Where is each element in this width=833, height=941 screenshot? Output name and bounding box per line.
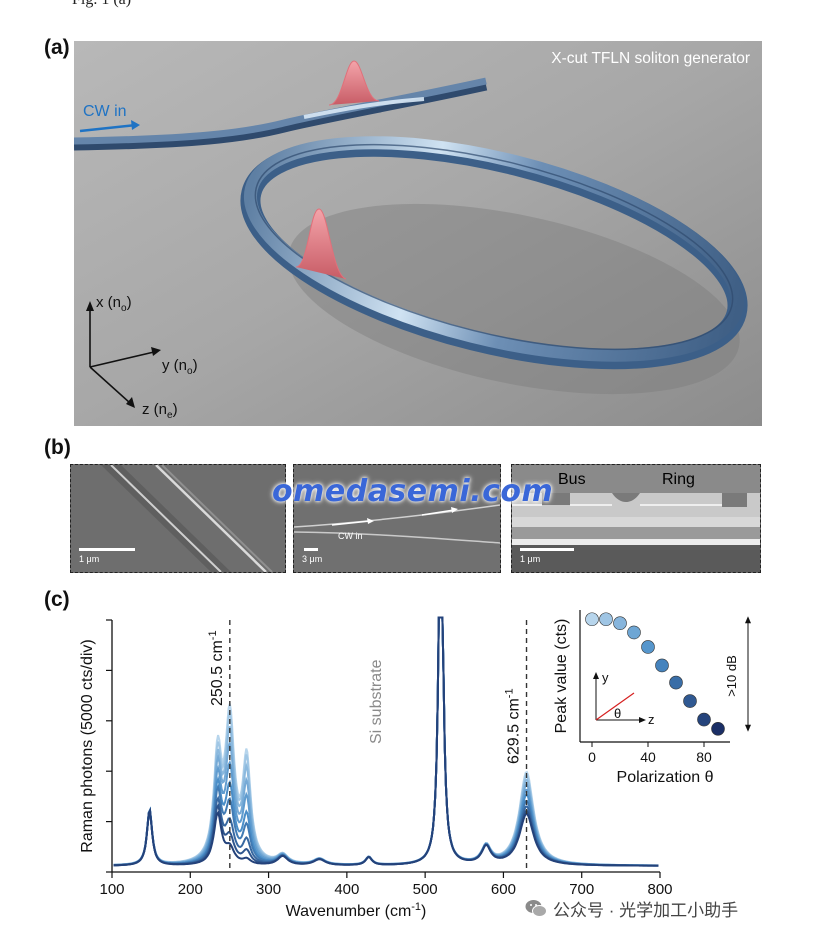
inset-theta-letter: θ [614, 706, 621, 721]
panel-a-title: X-cut TFLN soliton generator [551, 50, 750, 67]
scale-bar [520, 548, 574, 551]
scale-bar [304, 548, 318, 551]
chart-annotations: 250.5 cm-1 629.5 cm-1 Si substrate [207, 620, 528, 872]
spectrum-line-90 [113, 616, 659, 867]
sem-image-1: 1 μm [70, 464, 286, 573]
spectra-series [113, 616, 659, 867]
axis-x-label: x (no) [96, 294, 132, 314]
inset-point-0 [585, 612, 599, 627]
inset-axis-y-arrow [593, 672, 599, 679]
inset-point-20 [613, 616, 627, 631]
panel-c-label: (c) [44, 588, 70, 611]
sem3-bus-label: Bus [558, 471, 586, 488]
inset-x-tick-label: 0 [588, 749, 596, 765]
x-tick-label: 300 [256, 881, 281, 898]
inset-point-60 [669, 675, 683, 690]
sem3-scale-label: 1 μm [520, 554, 541, 564]
annotation-250: 250.5 cm-1 [207, 630, 226, 706]
panel-a-rendering: CW in X-cut TFLN soliton generator x (no… [74, 41, 762, 426]
x-tick-label: 800 [647, 881, 672, 898]
pulse-bus [328, 60, 380, 106]
inset-point-40 [641, 640, 655, 654]
inset-point-50 [655, 658, 669, 673]
axis-y-label: y (no) [162, 357, 198, 377]
panel-a-label: (a) [44, 36, 70, 59]
inset-point-70 [683, 694, 697, 708]
inset-z-letter: z [648, 712, 655, 727]
sem-image-2: CW in 3 μm [293, 464, 501, 573]
inset-axes: 0 40 80 Polarization θ Peak value (cts) y z θ >1… [553, 610, 751, 786]
ring-waveguide [243, 136, 745, 362]
cw-in-label: CW in [83, 103, 127, 120]
inset-y-label: Peak value (cts) [553, 619, 570, 734]
inset-x-label: Polarization θ [617, 769, 714, 786]
ring-shadow [288, 203, 740, 395]
inset-point-10 [599, 612, 613, 627]
x-tick-label: 400 [334, 881, 359, 898]
inset-y-letter: y [602, 670, 609, 685]
inset-point-80 [697, 712, 711, 727]
axis-z-label: z (ne) [142, 401, 178, 421]
y-axis-label: Raman photons (5000 cts/div) [79, 639, 96, 852]
x-axis-label: Wavenumber (cm-1) [286, 901, 427, 920]
inset-points [585, 612, 725, 736]
cropped-caption-fragment: Fig. 1 (a) [0, 0, 833, 20]
db-arrow-top [745, 616, 751, 624]
annotation-si-substrate: Si substrate [368, 659, 385, 744]
sem2-scale-label: 3 μm [302, 554, 323, 564]
cw-arrow [79, 123, 137, 133]
x-tick-label: 100 [99, 881, 124, 898]
db-label: >10 dB [724, 655, 739, 697]
inset-polarization-line [595, 692, 635, 721]
inset-point-90 [711, 722, 725, 736]
bus-waveguide [74, 77, 487, 145]
inset-point-30 [627, 625, 641, 640]
pulse-ring [295, 208, 347, 280]
panel-b-label: (b) [44, 436, 71, 459]
x-tick-label: 600 [491, 881, 516, 898]
sem3-ring-label: Ring [662, 471, 695, 488]
watermark: omedasemi.com [272, 474, 554, 509]
axes-icon [86, 301, 161, 408]
footer-wechat: 公众号 · 光学加工小助手 [525, 896, 738, 921]
db-arrow-bottom [745, 724, 751, 732]
sem1-scale-label: 1 μm [79, 554, 100, 564]
annotation-629: 629.5 cm-1 [504, 688, 523, 764]
sem2-cw-label: CW in [338, 531, 363, 541]
x-tick-label: 200 [178, 881, 203, 898]
inset-x-tick-label: 40 [640, 749, 656, 765]
wechat-icon [525, 900, 547, 917]
inset-x-tick-label: 80 [696, 749, 712, 765]
scale-bar [79, 548, 135, 551]
x-tick-label: 700 [569, 881, 594, 898]
polarization-inset-chart: 0 40 80 Polarization θ Peak value (cts) y z θ >1… [553, 610, 751, 786]
inset-axis-z-arrow [639, 717, 646, 723]
x-tick-label: 500 [413, 881, 438, 898]
sem-image-3: Bus Ring 1 μm [511, 464, 761, 573]
